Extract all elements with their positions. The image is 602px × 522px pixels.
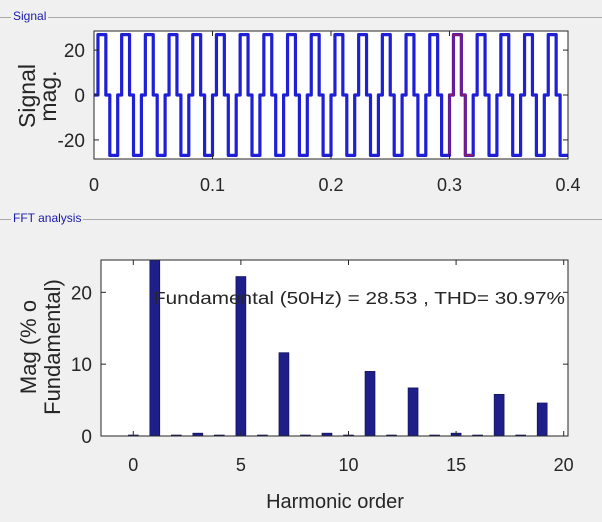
- signal-panel-title: Signal: [11, 9, 49, 23]
- fft-x-tick-label: 10: [338, 455, 358, 475]
- signal-x-tick-label: 0.2: [318, 175, 343, 195]
- fft-bar-h13: [407, 387, 419, 437]
- fft-bar-h19: [536, 402, 548, 437]
- signal-y-tick-label: 0: [74, 86, 85, 107]
- fft-bar-h17: [493, 394, 505, 437]
- signal-x-tick-label: 0.3: [437, 175, 462, 195]
- signal-ylabel-line1: Signal: [14, 64, 40, 128]
- signal-x-tick-label: 0.4: [555, 175, 580, 195]
- fft-bar-h11: [364, 371, 376, 437]
- fft-annotation: Fundamental (50Hz) = 28.53 , THD= 30.97%: [153, 288, 565, 308]
- fft-bar-h7: [278, 352, 290, 437]
- signal-series-line: [94, 32, 568, 158]
- fft-panel-title: FFT analysis: [11, 211, 84, 225]
- signal-y-tick-label: -20: [58, 131, 85, 152]
- fft-y-tick-label: 10: [71, 355, 92, 376]
- signal-x-tick-label: 0: [89, 175, 99, 195]
- fft-x-tick-label: 20: [554, 455, 574, 475]
- fft-x-tick-label: 0: [128, 455, 138, 475]
- fft-x-tick-label: 5: [236, 455, 246, 475]
- fft-chart: Fundamental (50Hz) = 28.53 , THD= 30.97%…: [16, 259, 574, 513]
- signal-panel-border: [0, 17, 602, 18]
- fft-panel-border: [0, 219, 602, 220]
- fft-ylabel-line2: Fundamental): [40, 279, 65, 415]
- signal-x-tick-label: 0.1: [200, 175, 225, 195]
- fft-x-tick-label: 15: [446, 455, 466, 475]
- fft-plot-area: [101, 260, 568, 436]
- fft-y-tick-label: 0: [81, 427, 92, 448]
- fft-axes-box: [100, 259, 569, 437]
- signal-highlight-segment: [448, 33, 474, 157]
- fft-ylabel-line1: Mag (% o: [16, 300, 41, 394]
- fft-xlabel: Harmonic order: [266, 491, 404, 513]
- fft-bar-h1: [149, 259, 161, 437]
- signal-y-tick-label: 20: [64, 41, 85, 62]
- signal-ylabel-line2: mag.: [35, 70, 61, 121]
- fft-y-tick-label: 20: [71, 283, 92, 304]
